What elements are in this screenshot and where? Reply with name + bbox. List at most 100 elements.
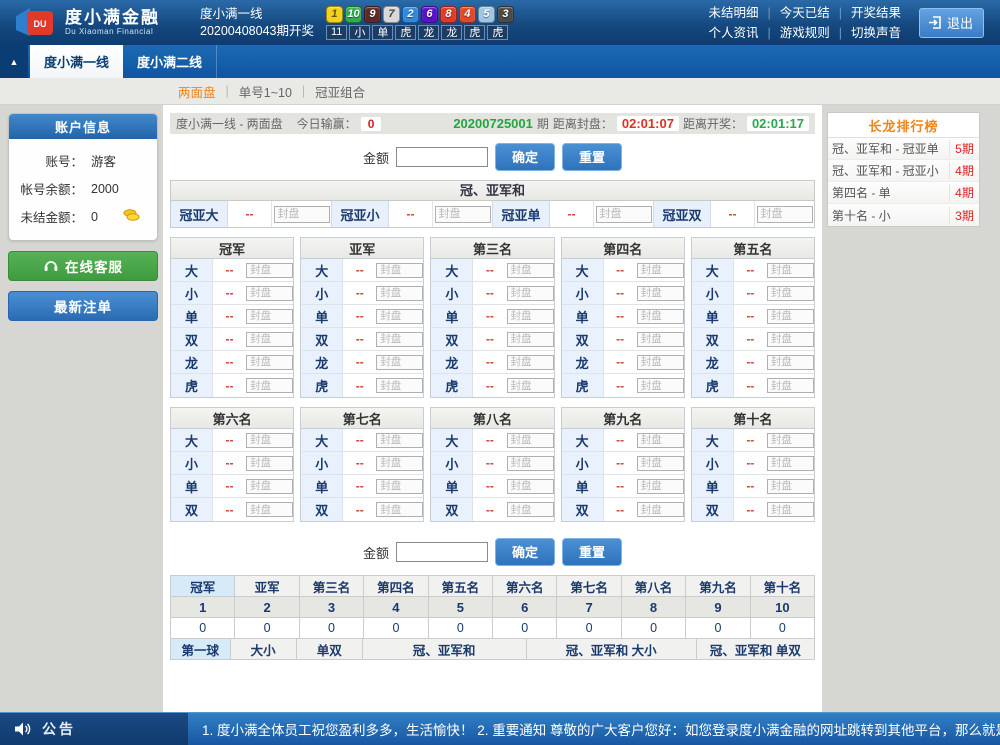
bet-amount-input[interactable] — [766, 285, 814, 301]
bet-amount-input[interactable] — [595, 205, 652, 223]
bet-amount-input[interactable] — [376, 308, 424, 324]
bet-amount-input[interactable] — [636, 308, 684, 324]
subnav-item-单号1~10[interactable]: 单号1~10 — [238, 85, 292, 100]
bet-option-第五名-虎[interactable]: 虎 — [691, 374, 734, 397]
bet-type-tab-冠、亚军和 单双[interactable]: 冠、亚军和 单双 — [695, 638, 816, 660]
position-tab-第八名[interactable]: 第八名 — [620, 575, 687, 597]
amount-input[interactable] — [395, 542, 488, 562]
bet-amount-input[interactable] — [766, 502, 814, 517]
bet-amount-input[interactable] — [636, 378, 684, 393]
bet-option-第三名-龙[interactable]: 龙 — [431, 351, 474, 373]
bet-option-第十名-双[interactable]: 双 — [691, 498, 734, 521]
position-tab-第四名[interactable]: 第四名 — [363, 575, 429, 597]
bet-option-第七名-双[interactable]: 双 — [301, 498, 344, 521]
bet-amount-input[interactable] — [246, 455, 294, 471]
bet-amount-input[interactable] — [506, 455, 554, 471]
collapse-button[interactable]: ▲ — [0, 45, 28, 78]
bet-option-第六名-双[interactable]: 双 — [171, 498, 213, 521]
top-link-未结明细[interactable]: 未结明细 — [708, 5, 759, 20]
bet-option-第三名-小[interactable]: 小 — [431, 282, 474, 304]
bet-amount-input[interactable] — [636, 285, 684, 301]
bet-amount-input[interactable] — [246, 262, 294, 278]
bet-option-第四名-单[interactable]: 单 — [561, 305, 604, 327]
reset-button[interactable]: 重置 — [562, 538, 623, 566]
bet-option-冠军-大[interactable]: 大 — [171, 259, 213, 281]
bet-option-亚军-双[interactable]: 双 — [301, 328, 344, 350]
bet-option-第五名-单[interactable]: 单 — [691, 305, 734, 327]
bet-type-tab-大小[interactable]: 大小 — [229, 638, 297, 660]
bet-option-第三名-双[interactable]: 双 — [431, 328, 474, 350]
bet-option-第四名-龙[interactable]: 龙 — [561, 351, 604, 373]
bet-option-第八名-小[interactable]: 小 — [431, 452, 474, 474]
bet-amount-input[interactable] — [636, 502, 684, 517]
bet-option-第四名-双[interactable]: 双 — [561, 328, 604, 350]
bet-amount-input[interactable] — [246, 478, 294, 494]
bet-option-冠亚双[interactable]: 冠亚双 — [654, 201, 711, 227]
bet-type-tab-冠、亚军和 大小[interactable]: 冠、亚军和 大小 — [525, 638, 697, 660]
bet-amount-input[interactable] — [376, 378, 424, 393]
online-service-button[interactable]: 在线客服 — [8, 251, 158, 281]
bet-option-冠亚大[interactable]: 冠亚大 — [171, 201, 228, 227]
bet-option-第五名-双[interactable]: 双 — [691, 328, 734, 350]
bet-amount-input[interactable] — [376, 354, 424, 370]
position-tab-第九名[interactable]: 第九名 — [685, 575, 751, 597]
bet-amount-input[interactable] — [246, 331, 294, 347]
bet-amount-input[interactable] — [246, 432, 294, 448]
subnav-item-两面盘[interactable]: 两面盘 — [178, 85, 216, 100]
reset-button[interactable]: 重置 — [562, 143, 623, 171]
bet-option-第八名-单[interactable]: 单 — [431, 475, 474, 497]
bet-amount-input[interactable] — [636, 331, 684, 347]
bet-option-第七名-小[interactable]: 小 — [301, 452, 344, 474]
bet-option-第八名-双[interactable]: 双 — [431, 498, 474, 521]
position-tab-冠军[interactable]: 冠军 — [170, 575, 236, 597]
bet-amount-input[interactable] — [376, 432, 424, 448]
bet-amount-input[interactable] — [246, 285, 294, 301]
bet-amount-input[interactable] — [506, 478, 554, 494]
position-tab-第五名[interactable]: 第五名 — [427, 575, 494, 597]
position-tab-第六名[interactable]: 第六名 — [492, 575, 558, 597]
bet-option-第五名-大[interactable]: 大 — [691, 259, 734, 281]
bet-option-第十名-单[interactable]: 单 — [691, 475, 734, 497]
tab-度小满一线[interactable]: 度小满一线 — [30, 45, 124, 78]
top-link-个人资讯[interactable]: 个人资讯 — [708, 25, 759, 40]
bet-option-第五名-龙[interactable]: 龙 — [691, 351, 734, 373]
bet-amount-input[interactable] — [636, 455, 684, 471]
bet-type-tab-冠、亚军和[interactable]: 冠、亚军和 — [361, 638, 527, 660]
bet-amount-input[interactable] — [636, 262, 684, 278]
top-link-开奖结果[interactable]: 开奖结果 — [850, 5, 901, 20]
bet-option-第四名-小[interactable]: 小 — [561, 282, 604, 304]
position-tab-第七名[interactable]: 第七名 — [556, 575, 622, 597]
bet-amount-input[interactable] — [506, 432, 554, 448]
bet-option-第三名-大[interactable]: 大 — [431, 259, 474, 281]
bet-amount-input[interactable] — [506, 331, 554, 347]
bet-amount-input[interactable] — [766, 262, 814, 278]
bet-amount-input[interactable] — [246, 308, 294, 324]
bet-option-冠军-单[interactable]: 单 — [171, 305, 213, 327]
top-link-切换声音[interactable]: 切换声音 — [850, 25, 901, 40]
bet-amount-input[interactable] — [766, 378, 814, 393]
bet-amount-input[interactable] — [246, 502, 294, 517]
bet-amount-input[interactable] — [506, 354, 554, 370]
bet-option-亚军-小[interactable]: 小 — [301, 282, 344, 304]
bet-option-第四名-大[interactable]: 大 — [561, 259, 604, 281]
bet-option-冠军-虎[interactable]: 虎 — [171, 374, 213, 397]
bet-option-冠军-龙[interactable]: 龙 — [171, 351, 213, 373]
bet-option-亚军-虎[interactable]: 虎 — [301, 374, 344, 397]
bet-amount-input[interactable] — [636, 478, 684, 494]
bet-option-亚军-大[interactable]: 大 — [301, 259, 344, 281]
amount-input[interactable] — [395, 147, 488, 167]
bet-option-第三名-虎[interactable]: 虎 — [431, 374, 474, 397]
bet-option-第九名-小[interactable]: 小 — [561, 452, 604, 474]
bet-amount-input[interactable] — [766, 455, 814, 471]
bet-option-第六名-大[interactable]: 大 — [171, 429, 213, 451]
bet-amount-input[interactable] — [246, 378, 294, 393]
bet-option-冠军-双[interactable]: 双 — [171, 328, 213, 350]
bet-option-亚军-单[interactable]: 单 — [301, 305, 344, 327]
bet-option-第九名-单[interactable]: 单 — [561, 475, 604, 497]
bet-amount-input[interactable] — [376, 285, 424, 301]
bet-option-冠亚小[interactable]: 冠亚小 — [332, 201, 389, 227]
bet-amount-input[interactable] — [506, 308, 554, 324]
bet-option-第六名-单[interactable]: 单 — [171, 475, 213, 497]
bet-amount-input[interactable] — [636, 354, 684, 370]
bet-option-第十名-小[interactable]: 小 — [691, 452, 734, 474]
